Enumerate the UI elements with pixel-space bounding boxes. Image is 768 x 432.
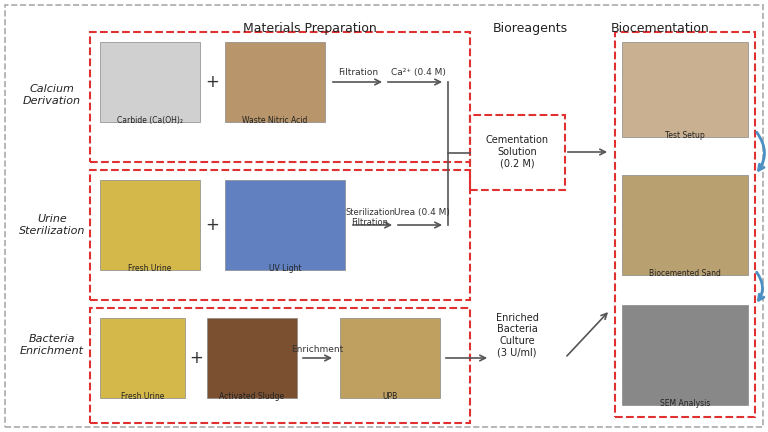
Text: Sterilization
Filtration: Sterilization Filtration	[345, 208, 395, 227]
FancyBboxPatch shape	[100, 180, 200, 270]
FancyBboxPatch shape	[207, 318, 297, 398]
Text: Test Setup: Test Setup	[665, 131, 705, 140]
Text: Waste Nitric Acid: Waste Nitric Acid	[243, 116, 308, 125]
Text: Calcium
Derivation: Calcium Derivation	[23, 84, 81, 106]
Text: Bioreagents: Bioreagents	[492, 22, 568, 35]
Text: Biocemented Sand: Biocemented Sand	[649, 269, 721, 278]
Text: SEM Analysis: SEM Analysis	[660, 399, 710, 408]
FancyBboxPatch shape	[100, 42, 200, 122]
Text: UPB: UPB	[382, 392, 398, 401]
Text: Materials Preparation: Materials Preparation	[243, 22, 377, 35]
Text: Fresh Urine: Fresh Urine	[128, 264, 172, 273]
Text: Fresh Urine: Fresh Urine	[121, 392, 164, 401]
Text: Carbide (Ca(OH)₂: Carbide (Ca(OH)₂	[117, 116, 183, 125]
Text: +: +	[205, 73, 219, 91]
Text: UV Light: UV Light	[269, 264, 301, 273]
Text: Ca²⁺ (0.4 M): Ca²⁺ (0.4 M)	[391, 68, 445, 77]
FancyBboxPatch shape	[622, 175, 748, 275]
FancyBboxPatch shape	[622, 42, 748, 137]
Text: Enrichment: Enrichment	[291, 345, 343, 354]
FancyBboxPatch shape	[225, 180, 345, 270]
Text: Biocementation: Biocementation	[611, 22, 710, 35]
Text: +: +	[189, 349, 203, 367]
Text: Activated Sludge: Activated Sludge	[220, 392, 285, 401]
FancyBboxPatch shape	[225, 42, 325, 122]
FancyBboxPatch shape	[100, 318, 185, 398]
Text: Enriched
Bacteria
Culture
(3 U/ml): Enriched Bacteria Culture (3 U/ml)	[495, 313, 538, 357]
FancyBboxPatch shape	[340, 318, 440, 398]
Text: Urine
Sterilization: Urine Sterilization	[18, 214, 85, 236]
Text: Filtration: Filtration	[338, 68, 378, 77]
FancyBboxPatch shape	[622, 305, 748, 405]
Text: Cementation
Solution
(0.2 M): Cementation Solution (0.2 M)	[485, 135, 548, 168]
Text: Bacteria
Enrichment: Bacteria Enrichment	[20, 334, 84, 356]
Text: Urea (0.4 M): Urea (0.4 M)	[394, 208, 450, 217]
Text: +: +	[205, 216, 219, 234]
